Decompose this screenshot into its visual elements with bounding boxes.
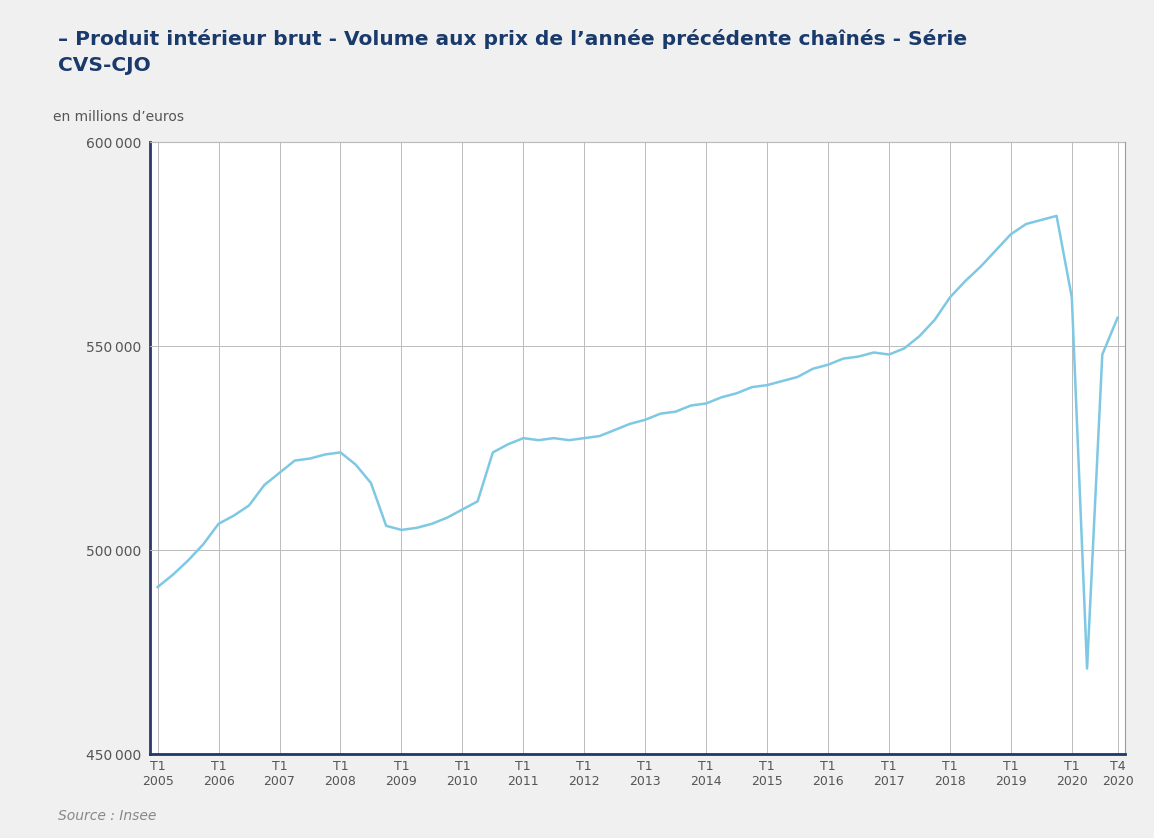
Text: Source : Insee: Source : Insee <box>58 809 156 823</box>
Text: CVS-CJO: CVS-CJO <box>58 56 150 75</box>
Text: en millions d’euros: en millions d’euros <box>53 110 183 124</box>
Text: – Produit intérieur brut - Volume aux prix de l’année précédente chaînés - Série: – Produit intérieur brut - Volume aux pr… <box>58 29 967 49</box>
